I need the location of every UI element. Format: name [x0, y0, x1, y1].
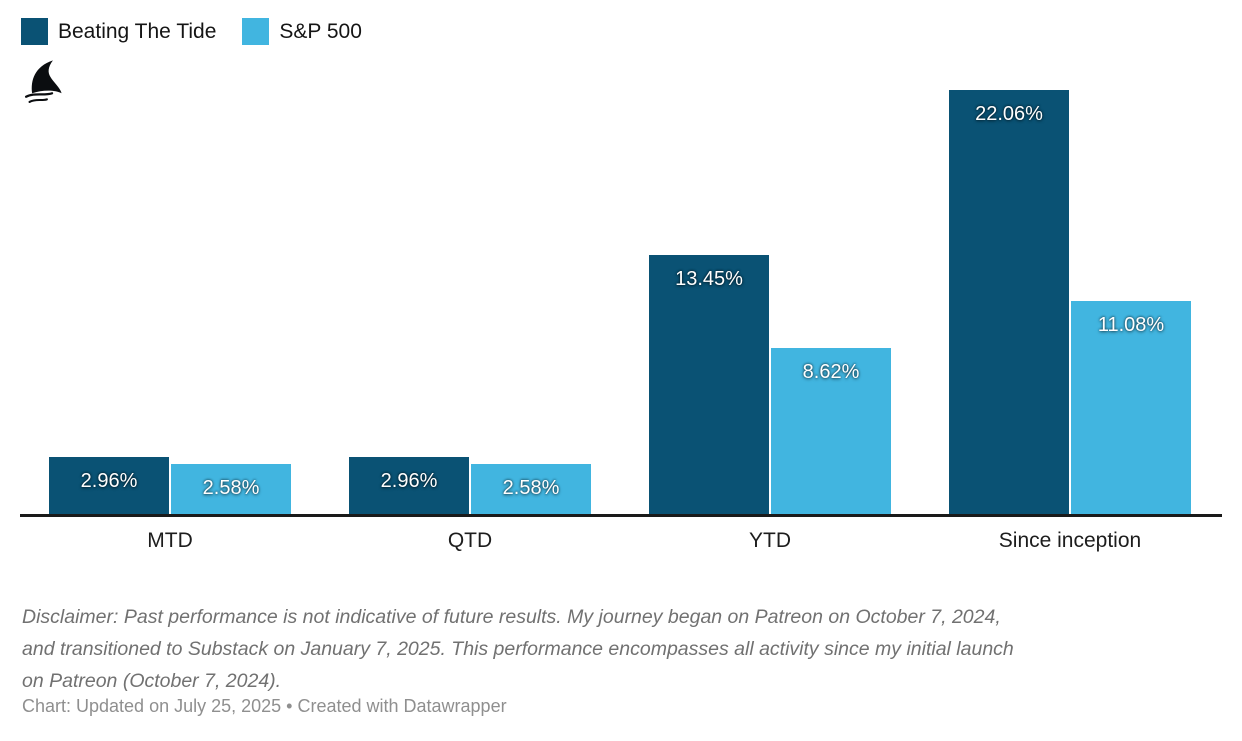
bar-value-label: 2.96% [80, 470, 138, 493]
bar-beating-the-tide-qtd[interactable]: 2.96% [349, 457, 469, 514]
bar-s-p-500-since-inception[interactable]: 11.08% [1071, 301, 1191, 514]
disclaimer-line: and transitioned to Substack on January … [22, 638, 1014, 660]
x-axis-line [20, 514, 1222, 517]
bar-value-label: 11.08% [1097, 314, 1165, 337]
bar-value-label: 8.62% [802, 361, 860, 384]
bar-beating-the-tide-mtd[interactable]: 2.96% [49, 457, 169, 514]
disclaimer-line: on Patreon (October 7, 2024). [22, 670, 282, 692]
footer-attribution: Chart: Updated on July 25, 2025 • Create… [22, 696, 507, 716]
bar-value-label: 13.45% [675, 268, 743, 291]
legend-item-beating-the-tide: Beating The Tide [21, 18, 216, 45]
legend-label-beating-the-tide: Beating The Tide [58, 20, 217, 43]
bar-beating-the-tide-ytd[interactable]: 13.45% [649, 255, 769, 514]
bar-s-p-500-ytd[interactable]: 8.62% [771, 348, 891, 514]
legend-item-sp500: S&P 500 [242, 18, 362, 45]
bar-s-p-500-qtd[interactable]: 2.58% [471, 464, 591, 514]
x-axis-label-ytd: YTD [749, 529, 791, 552]
bar-value-label: 2.96% [380, 470, 438, 493]
bar-s-p-500-mtd[interactable]: 2.58% [171, 464, 291, 514]
legend: Beating The Tide S&P 500 [21, 18, 362, 45]
legend-swatch-sp500 [242, 18, 270, 45]
bar-value-label: 2.58% [502, 477, 560, 500]
disclaimer-line: Disclaimer: Past performance is not indi… [22, 606, 1001, 628]
bar-value-label: 22.06% [975, 103, 1043, 125]
shark-fin-icon [24, 60, 62, 103]
bar-beating-the-tide-since-inception[interactable]: 22.06% [949, 90, 1069, 514]
legend-swatch-beating-the-tide [21, 18, 48, 45]
legend-label-sp500: S&P 500 [279, 20, 362, 43]
bar-value-label: 2.58% [202, 477, 260, 500]
x-axis-label-mtd: MTD [147, 529, 193, 552]
x-axis-label-since-inception: Since inception [998, 529, 1142, 552]
x-axis-label-qtd: QTD [447, 529, 493, 552]
disclaimer-text: Disclaimer: Past performance is not indi… [22, 601, 1232, 697]
